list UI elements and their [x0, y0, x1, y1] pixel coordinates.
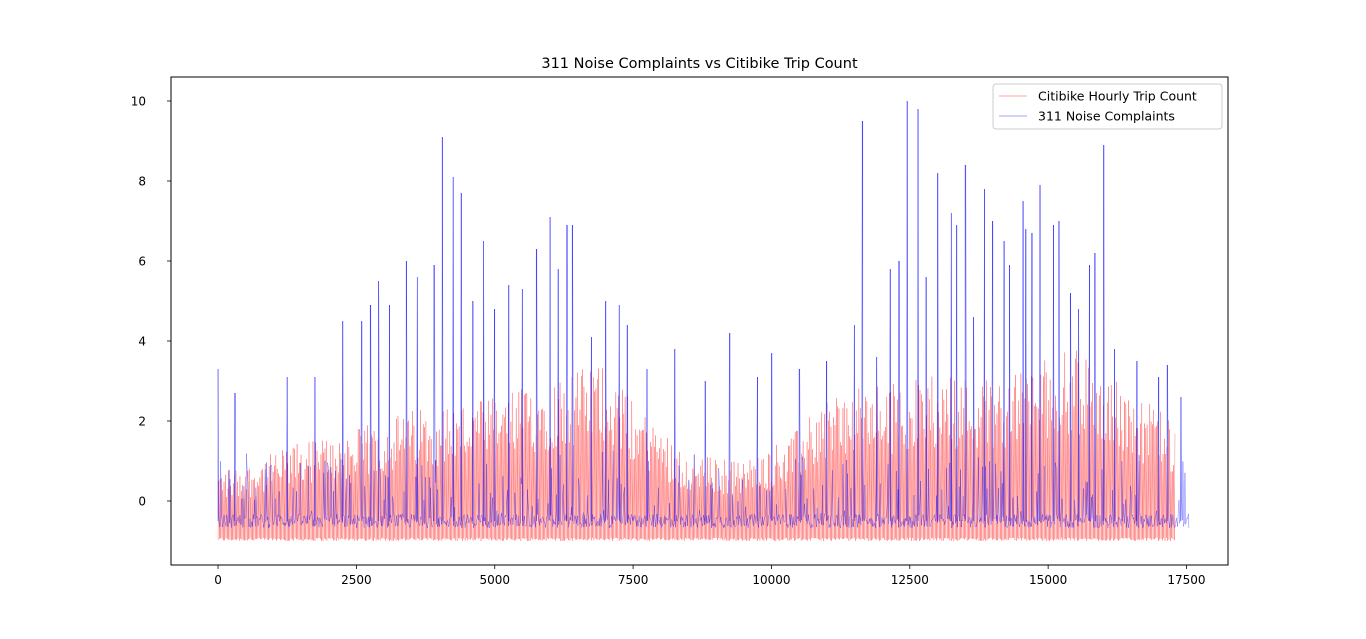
x-tick-label: 12500 [891, 573, 929, 587]
legend-label: Citibike Hourly Trip Count [1038, 89, 1197, 104]
y-tick-label: 0 [138, 495, 146, 509]
y-tick-label: 2 [138, 415, 146, 429]
series-line-citibike-hourly-trip-count [217, 350, 1176, 542]
x-tick-label: 7500 [618, 573, 649, 587]
legend-label: 311 Noise Complaints [1038, 109, 1175, 124]
x-axis: 0 2500 5000 7500 10000 12500 15000 17500 [214, 565, 1206, 587]
y-tick-label: 10 [131, 95, 146, 109]
plot-frame [170, 76, 1229, 566]
x-tick-label: 10000 [752, 573, 790, 587]
x-tick-label: 0 [214, 573, 222, 587]
series-layer [217, 100, 1190, 542]
legend-box [992, 83, 1223, 130]
y-axis: 0 2 4 6 8 10 [131, 95, 171, 509]
x-tick-label: 2500 [341, 573, 372, 587]
y-tick-label: 8 [138, 175, 146, 189]
series-line-311-noise-complaints [217, 100, 1190, 529]
x-tick-label: 5000 [479, 573, 510, 587]
chart-legend: Citibike Hourly Trip Count 311 Noise Comp… [992, 83, 1223, 130]
chart-title: 311 Noise Complaints vs Citibike Trip Co… [541, 56, 858, 72]
x-tick-label: 15000 [1029, 573, 1067, 587]
y-tick-label: 6 [138, 255, 146, 269]
y-tick-label: 4 [138, 335, 146, 349]
x-tick-label: 17500 [1167, 573, 1205, 587]
